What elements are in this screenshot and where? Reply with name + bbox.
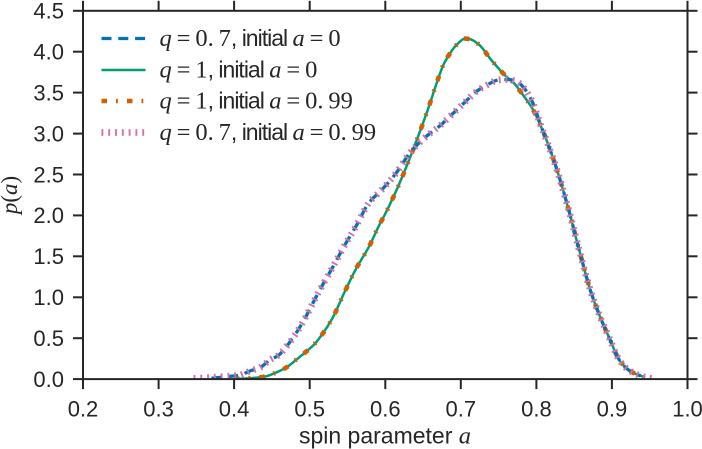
svg-text:spin parameter a: spin parameter a [299,423,471,449]
svg-text:0.2: 0.2 [68,397,99,422]
svg-text:1.0: 1.0 [33,285,64,310]
svg-text:0.0: 0.0 [33,367,64,392]
svg-text:0.4: 0.4 [219,397,250,422]
svg-text:4.0: 4.0 [33,40,64,65]
svg-text:2.0: 2.0 [33,203,64,228]
svg-text:3.0: 3.0 [33,121,64,146]
svg-text:q = 0. 7, initial a = 0: q = 0. 7, initial a = 0 [160,25,341,52]
svg-text:0.9: 0.9 [597,397,628,422]
svg-text:0.8: 0.8 [521,397,552,422]
svg-text:q = 1, initial a = 0. 99: q = 1, initial a = 0. 99 [160,88,353,115]
svg-text:2.5: 2.5 [33,162,64,187]
svg-text:1.5: 1.5 [33,244,64,269]
svg-text:0.6: 0.6 [370,397,401,422]
svg-text:p(a): p(a) [0,176,22,216]
svg-text:0.5: 0.5 [33,326,64,351]
svg-text:3.5: 3.5 [33,80,64,105]
svg-text:q = 1, initial a = 0: q = 1, initial a = 0 [160,57,318,84]
svg-text:0.5: 0.5 [294,397,325,422]
svg-text:0.3: 0.3 [143,397,174,422]
svg-text:q = 0. 7, initial a = 0. 99: q = 0. 7, initial a = 0. 99 [160,119,377,146]
svg-text:0.7: 0.7 [446,397,477,422]
svg-text:1.0: 1.0 [672,397,702,422]
svg-text:4.5: 4.5 [33,0,64,24]
